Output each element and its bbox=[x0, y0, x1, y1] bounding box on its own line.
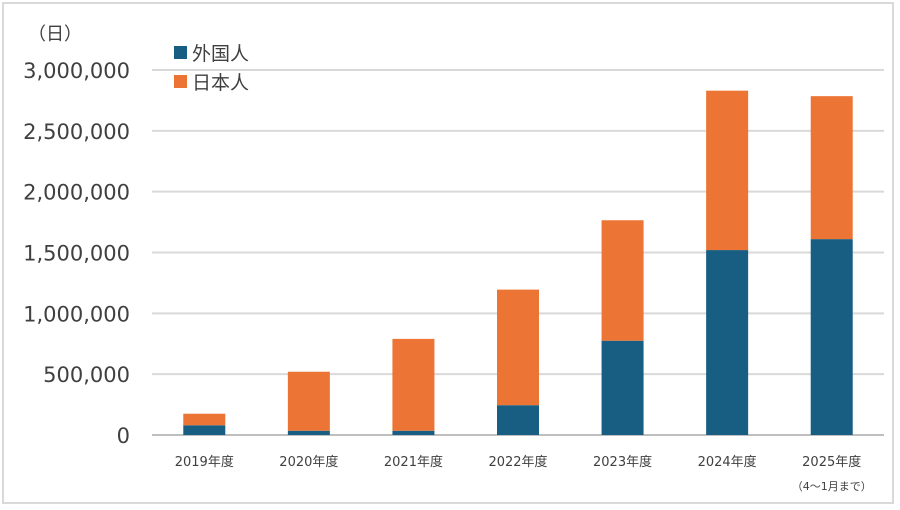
y-tick-label-1: 500,000 bbox=[43, 363, 130, 387]
y-axis-ticks: 0 500,000 1,000,000 1,500,000 2,000,000 2,500… bbox=[23, 59, 130, 448]
legend: 外国人 日本人 bbox=[174, 43, 249, 94]
legend-item-foreign: 外国人 bbox=[174, 43, 249, 65]
x-tick-label-5: 2024年度 bbox=[698, 454, 757, 470]
x-tick-note-6: （4～1月まで） bbox=[792, 480, 872, 493]
bar-japanese-1 bbox=[287, 371, 330, 431]
x-tick-label-2: 2021年度 bbox=[384, 454, 443, 470]
bar-japanese-2 bbox=[392, 338, 435, 431]
bar-japanese-4 bbox=[601, 220, 644, 341]
bar-japanese-5 bbox=[706, 90, 749, 251]
bar-foreign-6 bbox=[810, 239, 853, 435]
y-tick-label-2: 1,000,000 bbox=[23, 302, 130, 326]
chart-frame: 0 500,000 1,000,000 1,500,000 2,000,000 2,500… bbox=[2, 2, 894, 504]
legend-label-foreign: 外国人 bbox=[192, 43, 249, 65]
y-tick-label-0: 0 bbox=[117, 424, 130, 448]
x-tick-label-6: 2025年度 bbox=[802, 454, 861, 470]
x-tick-label-3: 2022年度 bbox=[488, 454, 547, 470]
legend-swatch-japanese bbox=[174, 75, 187, 88]
legend-label-japanese: 日本人 bbox=[192, 72, 249, 94]
stacked-bar-chart: 0 500,000 1,000,000 1,500,000 2,000,000 2,500… bbox=[23, 24, 884, 493]
y-tick-label-3: 1,500,000 bbox=[23, 242, 130, 266]
x-tick-label-0: 2019年度 bbox=[175, 454, 234, 470]
bar-foreign-3 bbox=[497, 405, 539, 435]
y-tick-label-4: 2,000,000 bbox=[23, 181, 130, 205]
x-axis-ticks: 2019年度 2020年度 2021年度 2022年度 2023年度 2024年度 2025… bbox=[175, 454, 872, 493]
bar-foreign-4 bbox=[601, 340, 644, 435]
bar-japanese-6 bbox=[810, 96, 853, 240]
y-axis-unit-label: （日） bbox=[28, 24, 82, 45]
bar-foreign-0 bbox=[183, 425, 226, 435]
x-tick-label-1: 2020年度 bbox=[279, 454, 338, 470]
y-tick-label-6: 3,000,000 bbox=[23, 59, 130, 83]
x-tick-label-4: 2023年度 bbox=[593, 454, 652, 470]
bar-japanese-0 bbox=[183, 413, 226, 426]
legend-item-japanese: 日本人 bbox=[174, 72, 249, 94]
y-tick-label-5: 2,500,000 bbox=[23, 120, 130, 144]
bar-foreign-2 bbox=[392, 430, 435, 435]
bars bbox=[183, 90, 853, 435]
bar-japanese-3 bbox=[497, 289, 539, 406]
legend-swatch-foreign bbox=[174, 46, 187, 59]
bar-foreign-1 bbox=[287, 430, 330, 435]
bar-foreign-5 bbox=[706, 250, 749, 435]
